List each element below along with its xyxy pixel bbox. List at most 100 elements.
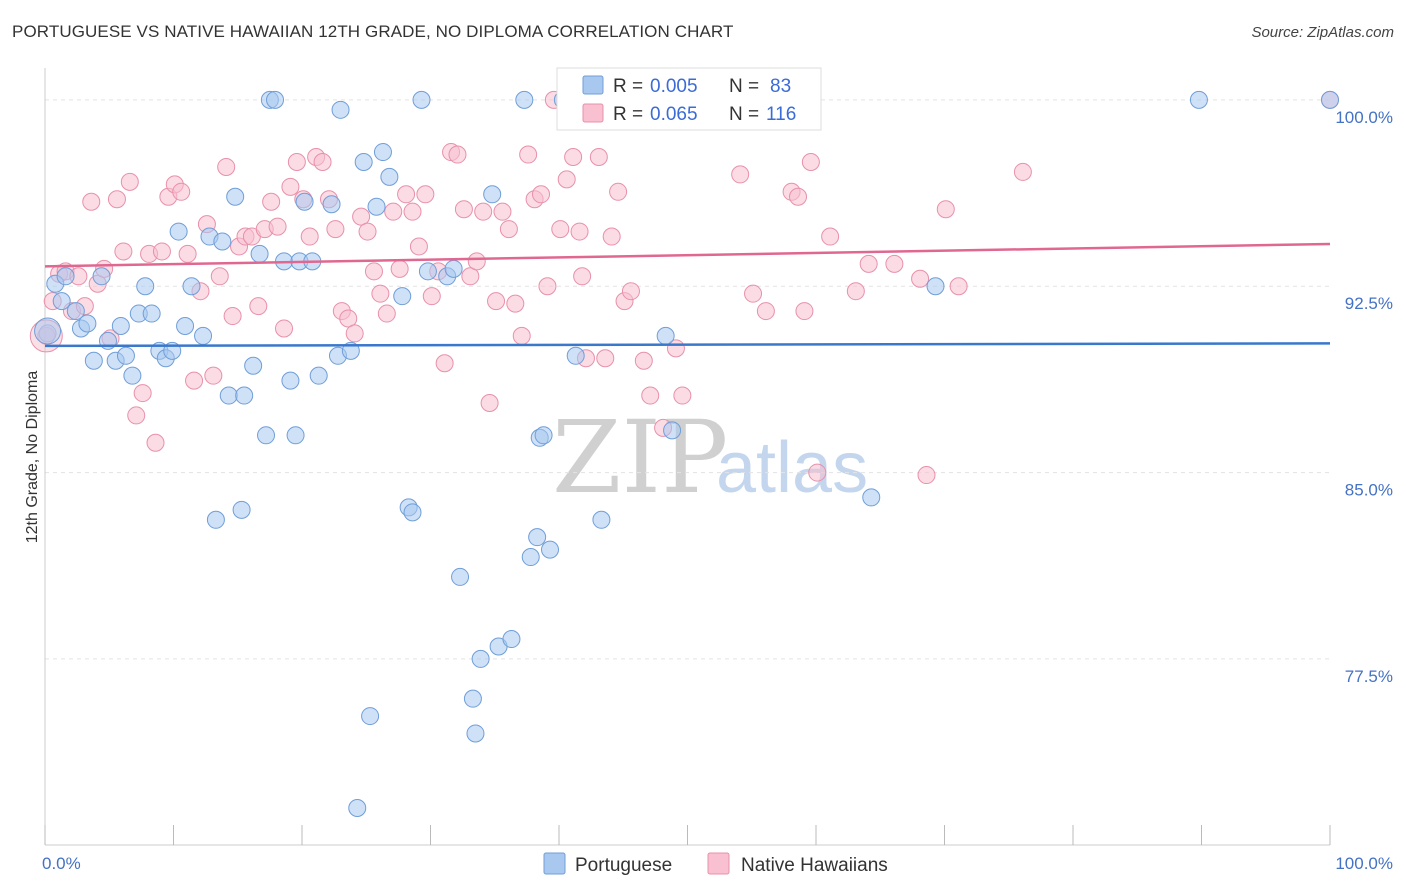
point-portuguese <box>219 386 238 405</box>
legend-n-label-native-hawaiians: N = <box>729 104 759 125</box>
point-portuguese <box>502 630 521 649</box>
point-portuguese <box>862 488 881 507</box>
point-portuguese <box>528 528 547 547</box>
point-native-hawaiians <box>795 302 814 321</box>
point-native-hawaiians <box>532 185 551 204</box>
point-native-hawaiians <box>602 227 621 246</box>
point-native-hawaiians <box>390 259 409 278</box>
y-tick-label: 92.5% <box>1345 294 1393 313</box>
point-portuguese <box>592 510 611 529</box>
point-native-hawaiians <box>268 217 287 236</box>
watermark-atlas: atlas <box>716 428 868 508</box>
bottom-legend-label-portuguese: Portuguese <box>575 855 672 876</box>
y-tick-labels: 100.0% 92.5% 85.0% 77.5% <box>1335 108 1393 686</box>
point-portuguese <box>169 222 188 241</box>
point-native-hawaiians <box>493 202 512 221</box>
point-portuguese-large <box>34 317 62 345</box>
point-portuguese <box>354 152 373 171</box>
point-native-hawaiians <box>756 302 775 321</box>
point-native-hawaiians <box>384 202 403 221</box>
point-native-hawaiians <box>917 466 936 485</box>
point-portuguese <box>656 326 675 345</box>
point-portuguese <box>444 259 463 278</box>
point-native-hawaiians <box>621 282 640 301</box>
point-portuguese <box>232 500 251 519</box>
y-tick-label: 77.5% <box>1345 667 1393 686</box>
point-native-hawaiians <box>911 269 930 288</box>
point-native-hawaiians <box>731 165 750 184</box>
point-portuguese <box>176 316 195 335</box>
grid <box>45 99 1330 660</box>
point-portuguese <box>1189 90 1208 109</box>
point-portuguese <box>367 197 386 216</box>
point-portuguese <box>78 314 97 333</box>
legend-swatch-native-hawaiians <box>582 103 604 123</box>
point-native-hawaiians <box>435 354 454 373</box>
point-portuguese <box>250 244 269 263</box>
x-tick-label-max: 100.0% <box>1335 854 1393 873</box>
point-native-hawaiians <box>326 220 345 239</box>
point-native-hawaiians <box>467 252 486 271</box>
point-portuguese <box>116 346 135 365</box>
point-native-hawaiians <box>846 282 865 301</box>
point-portuguese <box>403 503 422 522</box>
point-portuguese <box>412 90 431 109</box>
point-portuguese <box>52 292 71 311</box>
point-portuguese <box>483 185 502 204</box>
point-native-hawaiians <box>82 192 101 211</box>
point-native-hawaiians <box>409 237 428 256</box>
point-native-hawaiians <box>397 185 416 204</box>
point-portuguese <box>286 426 305 445</box>
legend-n-value-native-hawaiians: 116 <box>766 104 796 125</box>
point-native-hawaiians <box>281 177 300 196</box>
legend: R = 0.005 N = 83 R = 0.065 N = 116 <box>556 67 822 131</box>
point-native-hawaiians <box>448 145 467 164</box>
point-native-hawaiians <box>152 242 171 261</box>
axes <box>44 68 1331 846</box>
point-native-hawaiians <box>808 463 827 482</box>
point-portuguese <box>1321 90 1339 109</box>
point-portuguese <box>66 302 85 321</box>
point-portuguese <box>257 426 276 445</box>
point-portuguese <box>521 548 540 567</box>
point-portuguese <box>136 277 155 296</box>
point-portuguese <box>566 346 585 365</box>
point-native-hawaiians <box>377 304 396 323</box>
point-native-hawaiians <box>570 222 589 241</box>
point-native-hawaiians <box>461 267 480 286</box>
point-portuguese <box>266 90 285 109</box>
point-portuguese <box>309 366 328 385</box>
point-native-hawaiians <box>114 242 133 261</box>
point-portuguese <box>182 277 201 296</box>
point-portuguese <box>451 567 470 586</box>
point-portuguese <box>926 277 945 296</box>
watermark: ZIP atlas <box>552 399 868 516</box>
point-portuguese <box>194 326 213 345</box>
point-portuguese <box>142 304 161 323</box>
point-portuguese <box>380 167 399 186</box>
point-portuguese <box>361 707 380 726</box>
point-native-hawaiians <box>936 200 955 219</box>
point-portuguese <box>84 351 103 370</box>
point-native-hawaiians <box>596 349 615 368</box>
watermark-zip: ZIP <box>552 399 728 516</box>
point-native-hawaiians <box>210 267 229 286</box>
point-native-hawaiians <box>287 152 306 171</box>
point-native-hawaiians <box>262 192 281 211</box>
point-portuguese <box>206 510 225 529</box>
trend-line-native-hawaiians <box>44 242 1331 268</box>
point-native-hawaiians <box>217 157 236 176</box>
point-native-hawaiians <box>641 386 660 405</box>
point-portuguese <box>244 356 263 375</box>
point-native-hawaiians <box>133 384 152 403</box>
point-native-hawaiians <box>885 254 904 273</box>
point-native-hawaiians <box>474 202 493 221</box>
point-portuguese <box>373 143 392 162</box>
bottom-legend-label-native-hawaiians: Native Hawaiians <box>741 855 888 876</box>
legend-n-label-portuguese: N = <box>729 76 759 97</box>
point-native-hawaiians <box>519 145 538 164</box>
point-native-hawaiians <box>178 244 197 263</box>
point-native-hawaiians <box>949 277 968 296</box>
point-portuguese <box>463 689 482 708</box>
